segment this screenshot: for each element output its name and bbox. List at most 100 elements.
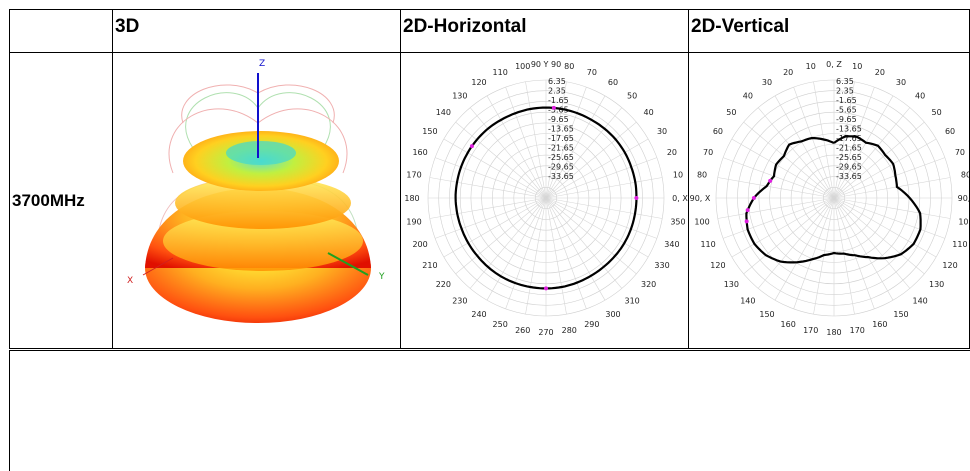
grid-spoke (545, 197, 606, 301)
angle-tick-label: 340 (664, 240, 679, 249)
grid-spoke (545, 121, 637, 199)
radial-tick-label: -5.65 (836, 106, 857, 115)
angle-tick-label: 0, X (672, 194, 688, 203)
polar-grid (427, 79, 665, 317)
grid-spoke (443, 197, 547, 258)
grid-spoke (435, 157, 547, 199)
angle-tick-label: 70 (703, 148, 713, 157)
y-axis-line (327, 252, 369, 276)
grid-spoke (723, 157, 835, 199)
angle-tick-label: 50 (932, 108, 942, 117)
header-2d-vertical: 2D-Vertical (691, 16, 790, 37)
radial-tick-label: -13.65 (836, 125, 862, 134)
radial-tick-label: -17.65 (548, 134, 574, 143)
angle-tick-label: 160 (781, 320, 796, 329)
angle-tick-label: 170 (850, 326, 865, 335)
grid-spoke (545, 81, 567, 199)
angle-tick-label: 150 (893, 310, 908, 319)
angle-tick-label: 10 (673, 171, 683, 180)
grid-spoke (833, 95, 894, 199)
grid-spoke (486, 95, 547, 199)
grid-spoke (545, 107, 623, 199)
angle-tick-label: 140 (740, 297, 755, 306)
radial-tick-label: -25.65 (548, 153, 574, 162)
grid-spoke (435, 197, 547, 239)
grid-spoke (545, 197, 637, 275)
radial-tick-label: -25.65 (836, 153, 862, 162)
angle-tick-label: 260 (515, 326, 530, 335)
polar-grid (715, 79, 953, 317)
angle-tick-label: 330 (654, 261, 669, 270)
angle-tick-label: 120 (710, 261, 725, 270)
grid-spoke (443, 138, 547, 199)
angle-tick-label: 150 (759, 310, 774, 319)
radial-tick-label: -17.65 (836, 134, 862, 143)
angle-tick-label: 300 (605, 310, 620, 319)
grid-spoke (757, 197, 835, 289)
grid-spoke (545, 157, 657, 199)
grid-spoke (429, 197, 547, 219)
angle-tick-label: 20 (667, 148, 677, 157)
angle-tick-label: 280 (562, 326, 577, 335)
angle-tick-label: 50 (726, 108, 736, 117)
angle-tick-label: 40 (743, 91, 753, 100)
angle-tick-label: 10 (806, 62, 816, 71)
angle-tick-label: 70 (955, 148, 965, 157)
grid-spoke (757, 107, 835, 199)
angle-tick-label: 70 (587, 68, 597, 77)
angle-tick-label: 60 (713, 127, 723, 136)
grid-spoke (833, 197, 951, 219)
radial-tick-label: -21.65 (548, 144, 574, 153)
angle-tick-label: 110 (700, 240, 715, 249)
grid-spoke (505, 197, 547, 309)
grid-spoke (833, 197, 855, 315)
grid-spoke (505, 87, 547, 199)
grid-spoke (545, 197, 663, 219)
angle-tick-label: 220 (436, 280, 451, 289)
radial-tick-label: 2.35 (548, 87, 566, 96)
angle-tick-label: 30 (762, 78, 772, 87)
angle-tick-label: 60 (608, 78, 618, 87)
angle-tick-label: 310 (624, 297, 639, 306)
header-cell-2d-vertical: 2D-Vertical (688, 9, 970, 53)
header-cell-2d-horizontal: 2D-Horizontal (400, 9, 689, 53)
grid-spoke (833, 157, 945, 199)
angle-tick-label: 50 (627, 91, 637, 100)
trace-marker (634, 196, 639, 200)
radiation-pattern-table: 3D 2D-Horizontal 2D-Vertical 3700MHz (9, 9, 970, 349)
angle-tick-label: 210 (422, 261, 437, 270)
radial-tick-label: -29.65 (548, 163, 574, 172)
angle-tick-label: 140 (912, 297, 927, 306)
grid-spoke (723, 197, 835, 239)
radial-tick-label: -33.65 (836, 172, 862, 181)
pattern-ring-middle (175, 177, 351, 229)
angle-tick-label: 250 (493, 320, 508, 329)
angle-tick-label: 80 (961, 171, 969, 180)
angle-tick-label: 350 (670, 217, 685, 226)
radial-tick-label: -5.65 (548, 106, 569, 115)
angle-tick-label: 130 (724, 280, 739, 289)
grid-spoke (731, 197, 835, 258)
angle-tick-label: 80 (697, 171, 707, 180)
grid-spoke (429, 177, 547, 199)
trace-marker (469, 144, 474, 149)
grid-spoke (774, 95, 835, 199)
angle-tick-label: 100 (958, 217, 969, 226)
angle-labels: 0, Z102030405060708090, X100110120130140… (690, 60, 969, 337)
radial-labels: 6.352.35-1.65-5.65-9.65-13.65-17.65-21.6… (548, 77, 574, 181)
grid-spoke (731, 138, 835, 199)
radial-tick-label: -1.65 (836, 96, 857, 105)
grid-spoke (545, 177, 663, 199)
cell-2d-vertical: 0, Z102030405060708090, X100110120130140… (688, 52, 970, 349)
z-axis-label: Z (259, 59, 265, 69)
angle-tick-label: 120 (942, 261, 957, 270)
grid-spoke (833, 197, 937, 258)
grid-spoke (545, 87, 587, 199)
angle-tick-label: 180 (404, 194, 419, 203)
trace-marker (551, 105, 556, 110)
pattern-ring-lower (163, 211, 363, 271)
grid-spoke (545, 197, 657, 239)
pattern-trace (745, 135, 922, 264)
angle-tick-label: 90, X (958, 194, 969, 203)
grid-spoke (717, 197, 835, 219)
